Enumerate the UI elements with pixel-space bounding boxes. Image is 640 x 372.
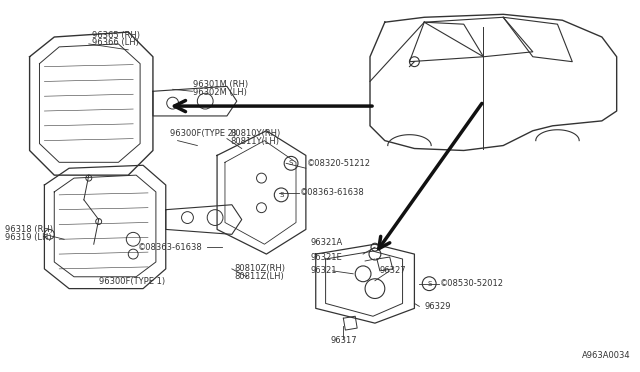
Text: 96365 (RH): 96365 (RH) (92, 31, 140, 39)
Text: S: S (427, 281, 431, 287)
Text: S: S (289, 160, 293, 166)
Text: ©08320-51212: ©08320-51212 (307, 159, 371, 168)
Text: 96321E: 96321E (311, 253, 342, 262)
Text: 96301M (RH): 96301M (RH) (193, 80, 248, 89)
Text: 96321: 96321 (311, 266, 337, 275)
Text: 96300F(TYPE 1): 96300F(TYPE 1) (99, 277, 164, 286)
Text: 96319 (LH): 96319 (LH) (5, 233, 52, 242)
Text: 80810Z(RH): 80810Z(RH) (235, 264, 286, 273)
Text: 96300F(TYPE 2): 96300F(TYPE 2) (170, 129, 236, 138)
Text: 96366 (LH): 96366 (LH) (92, 38, 139, 48)
Text: 80811Y(LH): 80811Y(LH) (230, 137, 279, 146)
Text: 96327: 96327 (380, 266, 406, 275)
Text: S: S (279, 192, 284, 198)
Text: 96317: 96317 (330, 336, 357, 346)
Text: 96302M (LH): 96302M (LH) (193, 88, 247, 97)
Text: 96329: 96329 (424, 302, 451, 311)
Text: A963A0034: A963A0034 (582, 351, 631, 360)
Text: 80810Y(RH): 80810Y(RH) (230, 129, 280, 138)
Text: 96321A: 96321A (311, 238, 343, 247)
Text: 80811Z(LH): 80811Z(LH) (235, 272, 285, 281)
Text: ©08363-61638: ©08363-61638 (300, 188, 365, 198)
Text: ©08530-52012: ©08530-52012 (440, 279, 504, 288)
Text: ©08363-61638: ©08363-61638 (138, 243, 203, 252)
Text: 96318 (RH): 96318 (RH) (5, 225, 53, 234)
